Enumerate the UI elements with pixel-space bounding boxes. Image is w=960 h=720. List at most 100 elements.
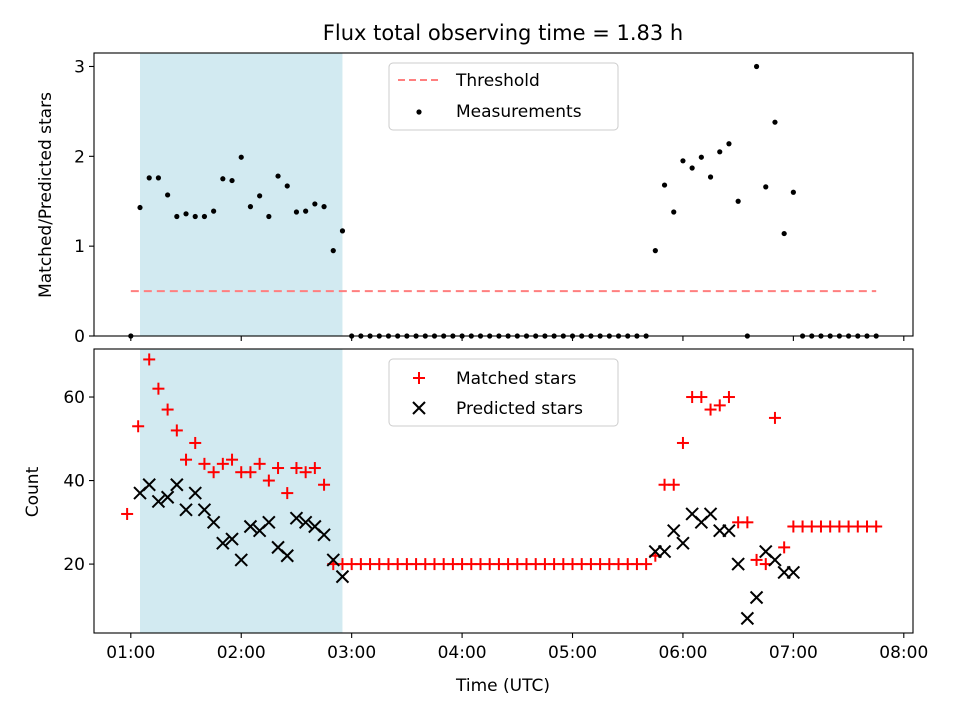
measurement-point — [726, 141, 732, 147]
x-tick-label: 04:00 — [438, 643, 487, 663]
matched-star-point — [272, 462, 285, 475]
y-tick-label: 40 — [63, 472, 85, 492]
top-axes-frame — [93, 52, 914, 337]
measurement-point — [652, 248, 658, 254]
measurement-point — [220, 176, 226, 182]
top-shaded-interval — [140, 53, 343, 336]
legend-matched-marker — [413, 372, 425, 384]
top-legend-box — [388, 62, 619, 131]
legend-label-predicted: Predicted stars — [456, 399, 583, 419]
matched-star-point — [704, 403, 717, 416]
predicted-star-point — [731, 557, 745, 571]
measurement-point — [339, 228, 346, 234]
top-legend: Threshold Measurements — [388, 62, 619, 131]
measurement-point — [671, 209, 677, 215]
bottom-axes-frame — [93, 348, 914, 634]
measurement-point — [735, 198, 741, 204]
measurement-point — [781, 230, 787, 237]
y-tick-label: 3 — [74, 57, 85, 77]
measurement-point — [321, 204, 327, 210]
predicted-star-point — [703, 507, 718, 521]
y-tick-label: 60 — [63, 388, 85, 408]
y-tick-label: 0 — [74, 327, 85, 347]
predicted-star-point — [289, 511, 304, 525]
predicted-star-point — [298, 515, 313, 530]
matched-star-point — [299, 466, 312, 479]
measurement-point — [229, 177, 235, 184]
matched-star-point — [713, 399, 726, 412]
x-tick-label: 06:00 — [658, 643, 707, 663]
measurement-point — [257, 193, 263, 199]
top-y-ticks: 0 1 2 3 — [74, 57, 94, 347]
measurement-point — [192, 213, 198, 220]
matched-star-point — [180, 453, 193, 466]
legend-label-threshold: Threshold — [455, 71, 540, 91]
measurement-point — [183, 211, 189, 217]
measurement-point — [137, 204, 143, 211]
matched-star-point — [121, 507, 134, 520]
matched-star-point — [198, 457, 211, 470]
predicted-star-point — [335, 569, 350, 584]
predicted-star-point — [740, 611, 755, 626]
predicted-star-point — [179, 503, 193, 517]
predicted-star-point — [188, 486, 202, 500]
predicted-star-point — [768, 553, 782, 567]
x-tick-label: 08:00 — [879, 643, 928, 663]
predicted-star-point — [722, 523, 736, 538]
predicted-star-point — [326, 553, 340, 567]
legend-label-measurements: Measurements — [456, 102, 582, 122]
measurement-point — [174, 213, 180, 220]
measurement-point — [146, 175, 152, 181]
predicted-star-point — [170, 478, 184, 492]
measurement-point — [266, 213, 272, 220]
matched-star-point — [640, 558, 653, 571]
top-series-layer — [128, 63, 879, 339]
matched-star-point — [161, 403, 174, 416]
chart-title: Flux total observing time = 1.83 h — [323, 21, 683, 45]
matched-star-point — [667, 478, 680, 491]
matched-star-point — [143, 353, 156, 366]
predicted-star-point — [262, 515, 276, 530]
predicted-star-point — [142, 478, 156, 492]
measurement-point — [312, 201, 318, 207]
predicted-star-point — [657, 544, 672, 559]
y-tick-label: 20 — [63, 555, 85, 575]
matched-star-point — [695, 391, 708, 404]
measurement-point — [698, 154, 704, 160]
legend-label-matched: Matched stars — [456, 369, 576, 389]
matched-star-point — [207, 466, 220, 479]
measurement-point — [211, 208, 217, 214]
legend-predicted-marker — [412, 401, 426, 415]
matched-star-point — [778, 541, 791, 554]
x-tick-label: 01:00 — [106, 643, 155, 663]
x-tick-label: 07:00 — [769, 643, 818, 663]
measurement-point — [201, 213, 208, 220]
matched-star-point — [262, 474, 275, 487]
predicted-star-point — [234, 553, 248, 567]
matched-star-point — [189, 436, 202, 449]
measurement-point — [275, 173, 281, 179]
measurement-point — [247, 204, 254, 210]
matched-star-point — [226, 453, 239, 466]
matched-star-point — [216, 457, 229, 470]
bottom-subplot: 20 40 60 01:00 02:00 03:00 04:00 05:00 06:00 07:… — [23, 348, 928, 696]
predicted-star-point — [317, 528, 331, 542]
measurement-point — [772, 119, 778, 125]
predicted-star-point — [206, 515, 221, 530]
measurement-point — [303, 208, 309, 214]
measurement-point — [707, 174, 714, 180]
bottom-shaded-interval — [140, 349, 343, 633]
legend-measurements-marker — [416, 109, 422, 115]
matched-star-point — [870, 520, 883, 533]
top-x-ticks — [130, 336, 905, 341]
matched-star-point — [152, 382, 165, 395]
measurement-point — [790, 189, 796, 195]
measurement-point — [165, 192, 171, 198]
matched-star-point — [308, 462, 321, 475]
measurement-point — [284, 183, 290, 189]
matched-star-point — [722, 391, 735, 404]
measurement-point — [330, 248, 336, 254]
matched-star-point — [244, 466, 257, 479]
y-tick-label: 1 — [74, 237, 85, 257]
